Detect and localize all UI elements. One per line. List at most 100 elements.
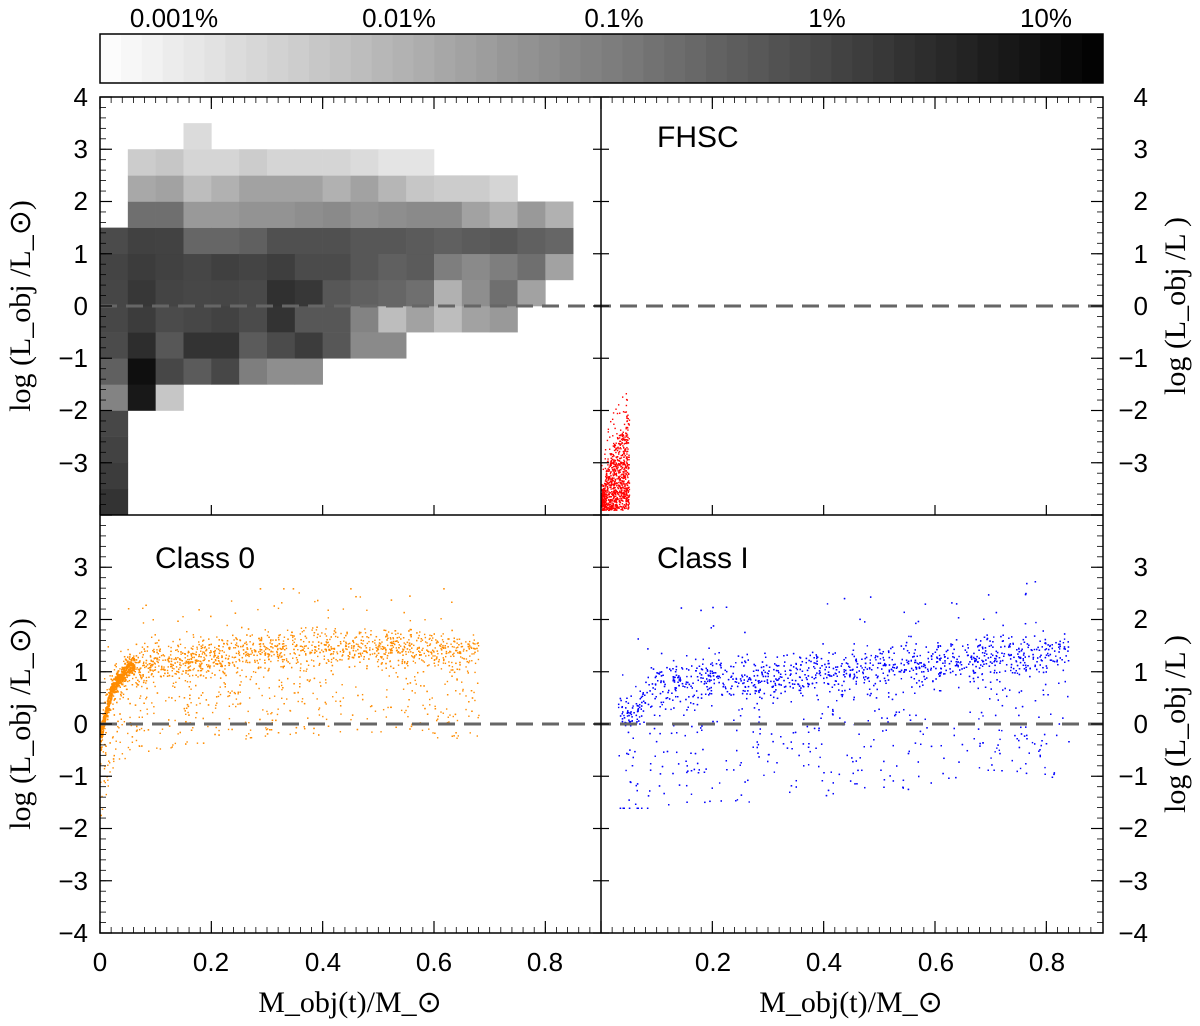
class0-point <box>101 739 104 741</box>
class0-point <box>129 658 131 661</box>
fhsc-point <box>619 463 622 465</box>
fhsc-point <box>605 474 608 477</box>
class0-point <box>127 648 129 651</box>
class0-point <box>232 703 234 705</box>
class0-point <box>233 664 235 666</box>
class0-point <box>426 665 429 667</box>
fhsc-point <box>619 488 622 490</box>
fhsc-point <box>628 419 631 421</box>
heatmap-cell <box>155 175 184 202</box>
fhsc-point <box>604 467 607 470</box>
fhsc-point <box>616 457 618 459</box>
class0-point <box>218 645 220 647</box>
fhsc-point <box>615 466 617 468</box>
class0-point <box>228 705 231 707</box>
class1-point <box>718 782 721 784</box>
class0-point <box>428 664 430 666</box>
class0-point <box>126 670 129 673</box>
class0-point <box>297 700 299 703</box>
class0-point <box>403 662 406 664</box>
class0-point <box>190 729 193 731</box>
fhsc-point <box>612 494 614 497</box>
heatmap-cell <box>127 332 156 359</box>
fhsc-point <box>614 505 616 507</box>
class0-point <box>324 679 327 681</box>
class0-point <box>323 658 326 660</box>
fhsc-point <box>618 492 620 494</box>
class0-point <box>167 666 169 668</box>
class0-point <box>318 734 320 736</box>
class0-point <box>407 651 410 653</box>
class0-point <box>397 641 399 643</box>
class0-point <box>424 636 427 639</box>
fhsc-point <box>615 442 617 444</box>
class0-point <box>353 654 356 657</box>
class0-point <box>201 646 204 649</box>
fhsc-point <box>622 486 624 489</box>
class0-point <box>469 655 471 657</box>
class0-point <box>262 643 265 645</box>
class0-point <box>428 728 430 730</box>
fhsc-point <box>624 464 626 466</box>
class0-point <box>129 666 132 669</box>
class0-point <box>167 657 170 660</box>
class0-point <box>312 732 315 735</box>
class0-point <box>414 662 417 664</box>
class0-point <box>440 711 442 713</box>
class0-point <box>357 648 359 651</box>
class0-point <box>127 668 130 671</box>
class0-point <box>265 728 268 731</box>
fhsc-point <box>621 453 624 456</box>
class0-point <box>282 660 284 663</box>
class0-point <box>177 657 179 659</box>
class0-point <box>271 711 273 714</box>
heatmap-cell <box>211 279 240 307</box>
class0-point <box>130 670 133 673</box>
class0-point <box>151 665 153 667</box>
class0-point <box>209 652 211 654</box>
fhsc-point <box>625 457 628 459</box>
class0-point <box>444 647 447 649</box>
class0-point <box>116 690 119 693</box>
fhsc-point <box>620 476 623 479</box>
class0-point <box>145 665 148 668</box>
class0-point <box>342 697 345 699</box>
fhsc-point <box>619 444 621 446</box>
class0-point <box>327 725 330 727</box>
fhsc-point <box>608 498 610 501</box>
class0-point <box>122 693 125 695</box>
class0-point <box>199 670 202 672</box>
fhsc-point <box>619 475 621 478</box>
class0-point <box>123 655 126 658</box>
class0-point <box>405 653 407 656</box>
fhsc-point <box>611 459 613 462</box>
fhsc-point <box>623 496 626 498</box>
class0-point <box>198 609 200 611</box>
class0-point <box>444 645 446 647</box>
fhsc-point <box>611 481 613 484</box>
class0-point <box>103 678 106 680</box>
class0-point <box>274 645 276 647</box>
heatmap-cell <box>239 175 268 202</box>
fhsc-point <box>627 472 630 475</box>
class0-point <box>100 740 103 743</box>
class0-point <box>218 691 220 693</box>
class0-point <box>234 692 236 695</box>
class0-point <box>116 676 119 679</box>
class0-point <box>115 684 118 687</box>
class0-point <box>135 730 138 732</box>
colorbar-gradient <box>100 34 1104 83</box>
class0-point <box>387 637 389 639</box>
colorbar-step <box>371 34 394 83</box>
class0-point <box>186 681 189 683</box>
fhsc-point <box>612 412 615 414</box>
class0-point <box>193 656 195 659</box>
class0-point <box>141 656 144 658</box>
heatmap-cell <box>239 279 268 307</box>
class0-point <box>396 649 398 651</box>
class0-point <box>419 651 421 653</box>
fhsc-point <box>628 501 630 504</box>
class0-point <box>245 653 247 656</box>
class0-point <box>109 771 111 773</box>
class0-point <box>118 685 121 687</box>
